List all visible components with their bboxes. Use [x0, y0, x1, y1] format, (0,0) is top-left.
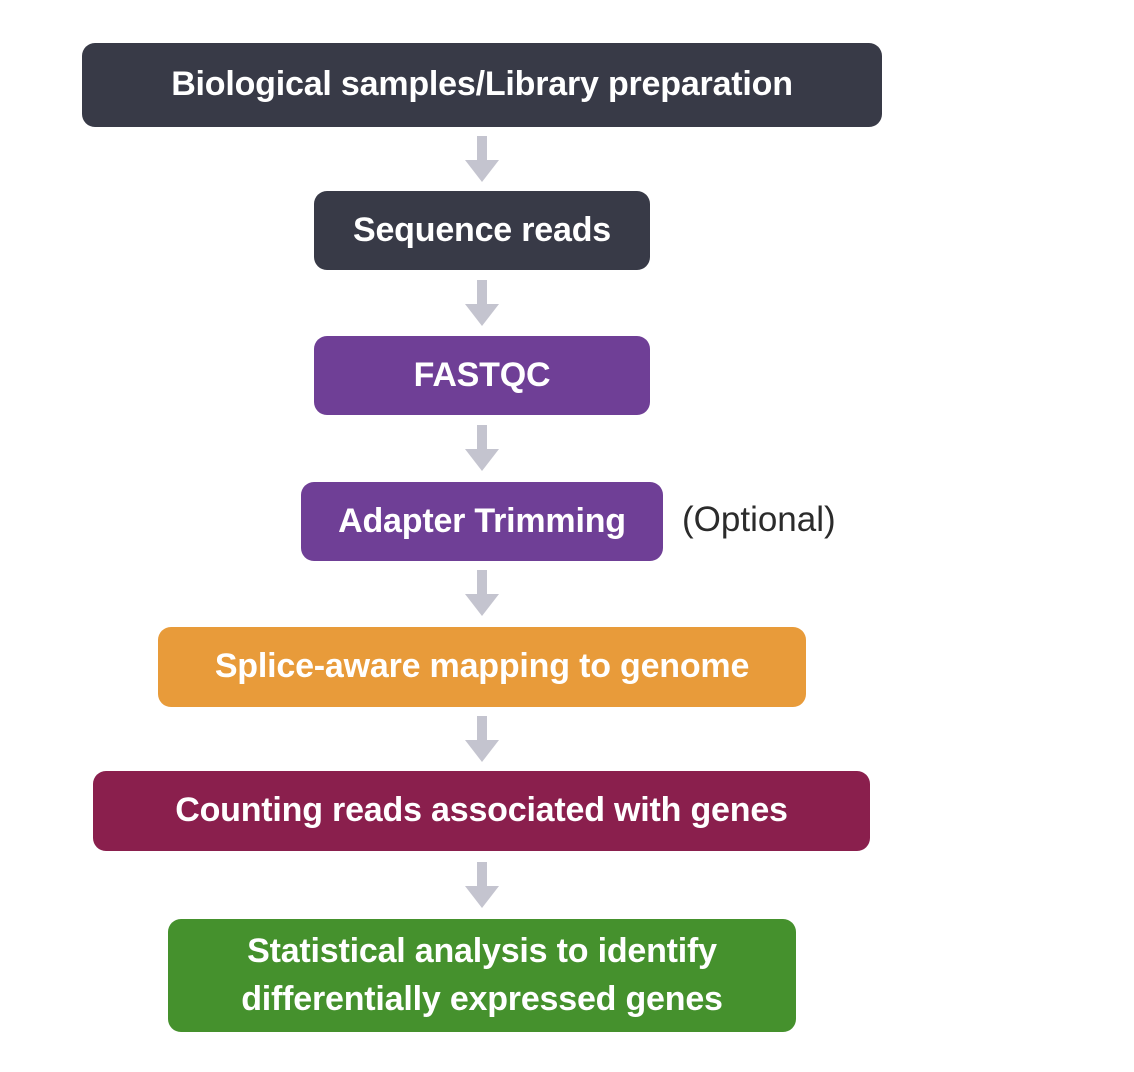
down-arrow-icon: [465, 136, 499, 182]
down-arrow-icon: [465, 425, 499, 471]
step-label-line1: Statistical analysis to identify: [247, 931, 717, 970]
step-adapter-trimming: Adapter Trimming: [301, 482, 663, 561]
optional-note: (Optional): [682, 500, 836, 539]
step-label: Sequence reads: [353, 210, 611, 249]
down-arrow-icon: [465, 862, 499, 908]
step-label: Biological samples/Library preparation: [171, 65, 793, 104]
step-label-line2: differentially expressed genes: [241, 979, 723, 1018]
step-splice-aware-mapping: Splice-aware mapping to genome: [158, 627, 806, 707]
down-arrow-icon: [465, 570, 499, 616]
step-counting-reads: Counting reads associated with genes: [93, 771, 870, 851]
step-fastqc: FASTQC: [314, 336, 650, 415]
down-arrow-icon: [465, 716, 499, 762]
step-biological-samples: Biological samples/Library preparation: [82, 43, 882, 127]
down-arrow-icon: [465, 280, 499, 326]
step-label-block: Statistical analysis to identify differe…: [241, 928, 723, 1023]
step-label: Counting reads associated with genes: [175, 791, 788, 830]
step-statistical-analysis: Statistical analysis to identify differe…: [168, 919, 796, 1032]
step-label: Splice-aware mapping to genome: [214, 647, 750, 686]
step-label: Adapter Trimming: [338, 501, 626, 540]
step-label: FASTQC: [413, 355, 551, 394]
step-sequence-reads: Sequence reads: [314, 191, 650, 270]
